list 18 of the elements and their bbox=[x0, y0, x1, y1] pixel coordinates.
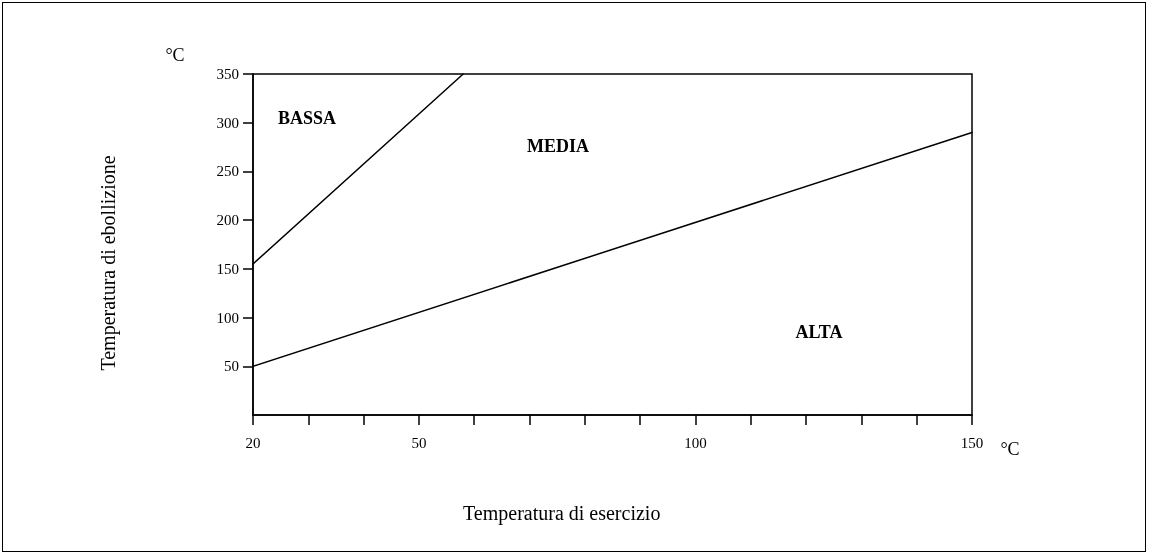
annotation: ALTA bbox=[795, 322, 843, 342]
x-tick-label: 50 bbox=[411, 434, 427, 451]
y-axis-title: Temperatura di ebollizione bbox=[97, 155, 120, 371]
y-tick-label: 300 bbox=[216, 114, 239, 131]
y-tick-label: 350 bbox=[216, 66, 239, 82]
text: °C bbox=[1000, 439, 1020, 459]
text: °C bbox=[165, 45, 185, 65]
y-tick-label: 100 bbox=[216, 309, 239, 326]
y-tick-label: 150 bbox=[216, 260, 239, 277]
y-tick-label: 250 bbox=[216, 163, 239, 180]
annotation: BASSA bbox=[277, 108, 337, 128]
x-axis-title: Temperatura di esercizio bbox=[463, 502, 661, 525]
x-tick-label: 100 bbox=[684, 434, 707, 451]
x-tick-label: 150 bbox=[960, 434, 984, 451]
y-tick-label: 50 bbox=[224, 358, 239, 375]
y-tick-label: 200 bbox=[216, 212, 239, 229]
annotation: MEDIA bbox=[527, 136, 589, 156]
x-tick-label: 20 bbox=[245, 434, 261, 451]
